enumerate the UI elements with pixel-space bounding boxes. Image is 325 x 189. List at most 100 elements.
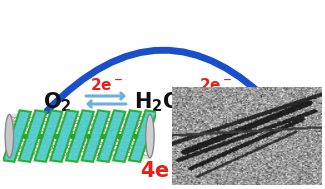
Circle shape bbox=[72, 131, 79, 135]
Circle shape bbox=[61, 124, 68, 128]
Circle shape bbox=[104, 124, 111, 128]
Circle shape bbox=[126, 117, 133, 121]
Circle shape bbox=[92, 131, 98, 135]
Circle shape bbox=[98, 131, 105, 135]
Text: $\mathbf{H_2O_2}$: $\mathbf{H_2O_2}$ bbox=[134, 90, 192, 114]
Circle shape bbox=[132, 137, 139, 142]
Circle shape bbox=[28, 138, 35, 142]
Circle shape bbox=[81, 117, 87, 122]
Polygon shape bbox=[129, 110, 157, 162]
Circle shape bbox=[81, 124, 87, 128]
Circle shape bbox=[8, 144, 14, 149]
Circle shape bbox=[53, 152, 59, 156]
Circle shape bbox=[98, 144, 104, 149]
Circle shape bbox=[145, 145, 151, 149]
Circle shape bbox=[16, 131, 22, 136]
Circle shape bbox=[145, 124, 151, 128]
Polygon shape bbox=[50, 110, 78, 162]
Circle shape bbox=[9, 117, 15, 121]
Circle shape bbox=[137, 152, 144, 156]
Circle shape bbox=[67, 145, 74, 149]
Circle shape bbox=[79, 152, 86, 156]
Circle shape bbox=[138, 116, 145, 121]
Circle shape bbox=[112, 145, 119, 150]
Circle shape bbox=[9, 124, 16, 129]
Circle shape bbox=[59, 118, 66, 122]
Circle shape bbox=[46, 145, 53, 149]
Circle shape bbox=[125, 125, 132, 129]
Circle shape bbox=[81, 131, 87, 136]
Circle shape bbox=[132, 132, 138, 136]
Circle shape bbox=[14, 138, 20, 142]
Circle shape bbox=[144, 138, 151, 143]
Circle shape bbox=[14, 117, 20, 122]
Circle shape bbox=[106, 152, 112, 156]
Circle shape bbox=[73, 152, 80, 156]
Polygon shape bbox=[82, 110, 110, 162]
Circle shape bbox=[120, 151, 126, 155]
Circle shape bbox=[53, 117, 59, 121]
Circle shape bbox=[35, 117, 42, 121]
Circle shape bbox=[22, 138, 29, 142]
Circle shape bbox=[68, 131, 74, 136]
Circle shape bbox=[124, 152, 131, 156]
Circle shape bbox=[106, 144, 113, 149]
Circle shape bbox=[47, 125, 54, 129]
Circle shape bbox=[131, 145, 137, 150]
Circle shape bbox=[53, 138, 60, 142]
Circle shape bbox=[40, 151, 46, 155]
Circle shape bbox=[145, 132, 151, 136]
Circle shape bbox=[132, 125, 138, 129]
Bar bbox=[9, 115, 150, 158]
Text: $\mathbf{4e^-}$: $\mathbf{4e^-}$ bbox=[140, 161, 184, 181]
Text: $\mathbf{O_2}$: $\mathbf{O_2}$ bbox=[43, 90, 72, 114]
Circle shape bbox=[35, 131, 42, 136]
Circle shape bbox=[100, 138, 106, 143]
Circle shape bbox=[118, 139, 124, 143]
Polygon shape bbox=[3, 110, 31, 162]
Polygon shape bbox=[34, 110, 62, 162]
Circle shape bbox=[53, 145, 59, 149]
Circle shape bbox=[53, 123, 59, 128]
Circle shape bbox=[8, 151, 15, 155]
Circle shape bbox=[124, 138, 131, 142]
Circle shape bbox=[35, 144, 42, 148]
Circle shape bbox=[93, 145, 100, 149]
Circle shape bbox=[124, 131, 130, 135]
Circle shape bbox=[143, 117, 150, 122]
Polygon shape bbox=[19, 110, 46, 162]
Circle shape bbox=[92, 152, 98, 156]
Circle shape bbox=[137, 145, 144, 149]
Circle shape bbox=[7, 131, 14, 136]
Circle shape bbox=[46, 138, 53, 142]
Polygon shape bbox=[66, 110, 94, 162]
Circle shape bbox=[21, 131, 28, 135]
Circle shape bbox=[59, 131, 66, 136]
Circle shape bbox=[118, 145, 125, 150]
Circle shape bbox=[14, 145, 21, 149]
Circle shape bbox=[33, 124, 40, 128]
Circle shape bbox=[47, 117, 54, 122]
Circle shape bbox=[34, 138, 41, 142]
Circle shape bbox=[118, 117, 124, 122]
Circle shape bbox=[21, 145, 28, 149]
Circle shape bbox=[34, 151, 41, 156]
Circle shape bbox=[106, 138, 113, 142]
Circle shape bbox=[29, 117, 36, 122]
Circle shape bbox=[99, 125, 106, 129]
Circle shape bbox=[29, 123, 35, 128]
Circle shape bbox=[79, 138, 86, 143]
Circle shape bbox=[72, 139, 79, 143]
Text: $\mathbf{2e^-}$: $\mathbf{2e^-}$ bbox=[199, 77, 231, 93]
Circle shape bbox=[41, 131, 47, 136]
Circle shape bbox=[21, 125, 28, 129]
Circle shape bbox=[105, 117, 111, 122]
Circle shape bbox=[16, 125, 22, 129]
Circle shape bbox=[143, 151, 150, 155]
Circle shape bbox=[67, 118, 74, 122]
Circle shape bbox=[136, 138, 143, 142]
Circle shape bbox=[92, 116, 99, 121]
Circle shape bbox=[48, 152, 55, 156]
Circle shape bbox=[99, 152, 106, 157]
Circle shape bbox=[138, 131, 145, 136]
